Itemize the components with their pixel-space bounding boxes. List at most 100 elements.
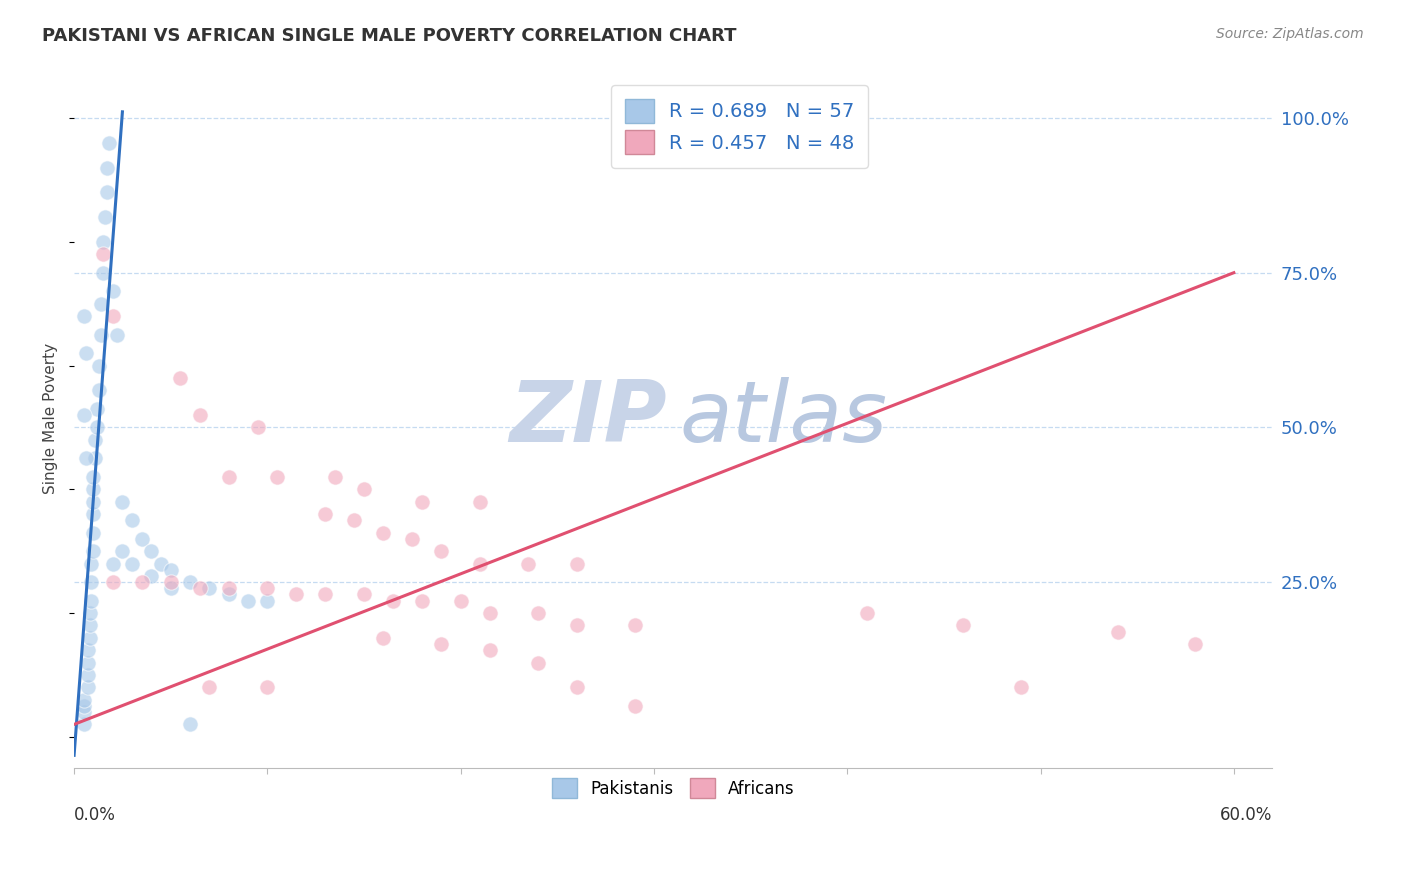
Point xyxy=(90,296,112,310)
Point xyxy=(159,575,181,590)
Point xyxy=(121,513,143,527)
Point xyxy=(188,581,211,595)
Point xyxy=(76,680,98,694)
Point xyxy=(266,470,288,484)
Text: ZIP: ZIP xyxy=(509,376,668,459)
Point xyxy=(97,136,120,150)
Point xyxy=(353,587,375,601)
Point xyxy=(468,557,491,571)
Point xyxy=(91,247,114,261)
Point xyxy=(468,494,491,508)
Point xyxy=(111,544,134,558)
Point xyxy=(236,593,259,607)
Point xyxy=(246,420,269,434)
Point xyxy=(314,507,336,521)
Point xyxy=(198,680,221,694)
Point xyxy=(89,384,111,398)
Point xyxy=(105,327,128,342)
Point xyxy=(90,327,112,342)
Point xyxy=(80,575,103,590)
Point xyxy=(82,544,104,558)
Point xyxy=(623,698,645,713)
Point xyxy=(218,581,240,595)
Point xyxy=(84,433,107,447)
Point xyxy=(188,408,211,422)
Point xyxy=(141,569,163,583)
Point xyxy=(101,557,124,571)
Point xyxy=(256,680,278,694)
Point xyxy=(179,575,201,590)
Point xyxy=(382,593,405,607)
Point xyxy=(75,451,97,466)
Point xyxy=(527,606,550,620)
Point xyxy=(76,656,98,670)
Point xyxy=(73,717,96,731)
Point xyxy=(430,544,453,558)
Point xyxy=(430,637,453,651)
Point xyxy=(82,525,104,540)
Point xyxy=(79,606,101,620)
Point xyxy=(96,186,118,200)
Point xyxy=(1184,637,1206,651)
Point xyxy=(84,451,107,466)
Point xyxy=(80,593,103,607)
Point xyxy=(343,513,366,527)
Point xyxy=(75,346,97,360)
Point xyxy=(159,581,181,595)
Point xyxy=(73,705,96,719)
Point xyxy=(323,470,346,484)
Point xyxy=(80,557,103,571)
Text: 0.0%: 0.0% xyxy=(75,806,115,824)
Point xyxy=(131,532,153,546)
Point xyxy=(411,593,433,607)
Point xyxy=(159,563,181,577)
Point xyxy=(478,643,501,657)
Point xyxy=(150,557,173,571)
Point xyxy=(952,618,974,632)
Point xyxy=(179,717,201,731)
Point xyxy=(82,494,104,508)
Point xyxy=(373,525,395,540)
Point xyxy=(218,587,240,601)
Point xyxy=(285,587,308,601)
Point xyxy=(141,544,163,558)
Point xyxy=(73,408,96,422)
Point xyxy=(82,507,104,521)
Point xyxy=(79,631,101,645)
Point xyxy=(565,680,588,694)
Point xyxy=(517,557,540,571)
Point xyxy=(73,309,96,323)
Point xyxy=(401,532,423,546)
Point xyxy=(623,618,645,632)
Point xyxy=(73,692,96,706)
Point xyxy=(256,593,278,607)
Point xyxy=(527,656,550,670)
Text: PAKISTANI VS AFRICAN SINGLE MALE POVERTY CORRELATION CHART: PAKISTANI VS AFRICAN SINGLE MALE POVERTY… xyxy=(42,27,737,45)
Point xyxy=(353,483,375,497)
Text: Source: ZipAtlas.com: Source: ZipAtlas.com xyxy=(1216,27,1364,41)
Point xyxy=(478,606,501,620)
Point xyxy=(411,494,433,508)
Text: atlas: atlas xyxy=(679,376,887,459)
Point xyxy=(256,581,278,595)
Point xyxy=(101,575,124,590)
Point xyxy=(218,470,240,484)
Point xyxy=(450,593,472,607)
Point xyxy=(91,235,114,249)
Point xyxy=(96,161,118,175)
Point xyxy=(1107,624,1129,639)
Point xyxy=(111,494,134,508)
Point xyxy=(169,371,191,385)
Point xyxy=(101,309,124,323)
Point xyxy=(76,643,98,657)
Point xyxy=(314,587,336,601)
Point xyxy=(198,581,221,595)
Point xyxy=(565,557,588,571)
Point xyxy=(1010,680,1032,694)
Legend: Pakistanis, Africans: Pakistanis, Africans xyxy=(541,768,804,808)
Point xyxy=(131,575,153,590)
Point xyxy=(86,401,108,416)
Point xyxy=(76,668,98,682)
Point xyxy=(121,557,143,571)
Y-axis label: Single Male Poverty: Single Male Poverty xyxy=(44,343,58,493)
